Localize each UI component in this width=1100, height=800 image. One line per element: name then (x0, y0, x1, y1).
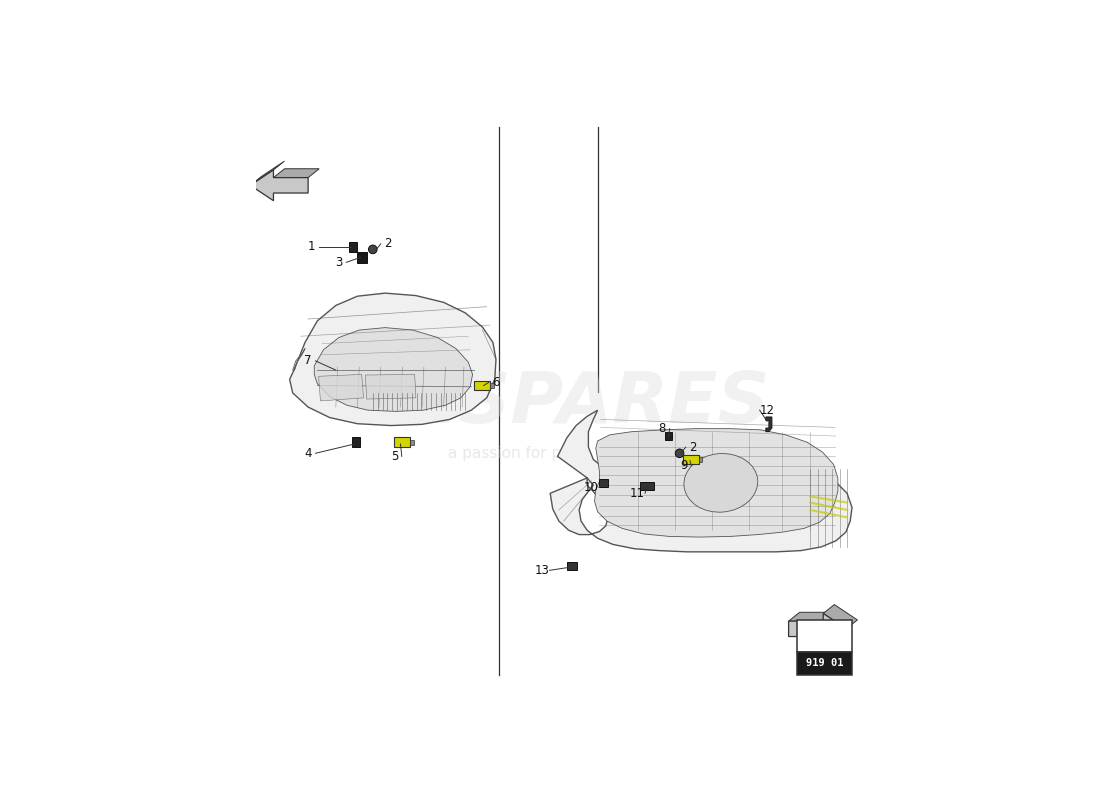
Ellipse shape (684, 454, 758, 512)
Polygon shape (274, 169, 319, 178)
Polygon shape (594, 429, 838, 537)
Bar (600, 478, 608, 487)
Text: 4: 4 (305, 446, 312, 460)
Bar (358, 252, 367, 263)
Bar (410, 440, 414, 445)
Bar (394, 438, 410, 447)
Bar (698, 457, 703, 462)
Polygon shape (823, 605, 857, 629)
Bar (683, 454, 698, 464)
Text: 12: 12 (759, 404, 774, 417)
Text: 13: 13 (535, 564, 550, 577)
Circle shape (675, 449, 684, 458)
Text: 11: 11 (630, 487, 646, 500)
Polygon shape (789, 614, 846, 644)
Text: 6: 6 (492, 376, 499, 389)
Bar (568, 562, 578, 570)
Polygon shape (789, 612, 834, 621)
Bar (352, 438, 360, 447)
Bar (796, 619, 852, 652)
Bar (664, 432, 672, 440)
Text: 2: 2 (690, 441, 697, 454)
Polygon shape (766, 417, 772, 432)
Bar (796, 652, 852, 675)
Text: 2: 2 (384, 238, 392, 250)
Text: euSPARES: euSPARES (358, 370, 770, 438)
Text: 9: 9 (680, 459, 688, 472)
Bar (491, 383, 494, 388)
Text: 1: 1 (307, 241, 315, 254)
Text: 10: 10 (584, 481, 598, 494)
Text: 3: 3 (336, 256, 342, 269)
Text: 919 01: 919 01 (805, 658, 843, 668)
Polygon shape (251, 161, 285, 186)
Polygon shape (365, 374, 416, 399)
Polygon shape (251, 170, 308, 201)
Bar (349, 242, 358, 252)
Circle shape (368, 245, 377, 254)
Text: 8: 8 (659, 422, 666, 435)
Bar (640, 482, 653, 490)
Polygon shape (289, 293, 496, 426)
Text: 5: 5 (390, 450, 398, 463)
Polygon shape (319, 374, 363, 401)
Text: a passion for parts since 1985: a passion for parts since 1985 (448, 446, 680, 461)
Polygon shape (315, 328, 473, 411)
Text: 7: 7 (305, 354, 312, 367)
Bar (474, 381, 491, 390)
Polygon shape (550, 410, 852, 552)
